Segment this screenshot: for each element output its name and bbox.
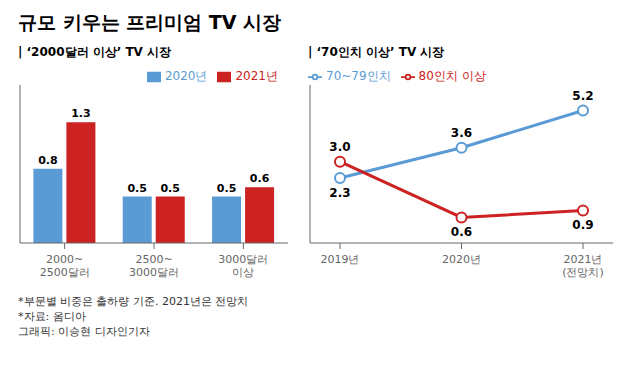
svg-text:0.6: 0.6: [451, 225, 472, 239]
html-text:70~79인치: 70~79인치: [326, 69, 391, 83]
svg-text:2021년(전망치): 2021년(전망치): [562, 253, 604, 279]
html-text:규모 키우는 프리미엄 TV 시장: 규모 키우는 프리미엄 TV 시장: [18, 11, 282, 33]
svg-text:1.3: 1.3: [71, 107, 91, 120]
html-text:| ‘70인치 이상’ TV 시장: | ‘70인치 이상’ TV 시장: [308, 45, 445, 59]
svg-text:0.8: 0.8: [38, 154, 58, 167]
svg-text:2500~3000달러: 2500~3000달러: [129, 253, 179, 279]
html-text:| ‘2000달러 이상’ TV 시장: | ‘2000달러 이상’ TV 시장: [18, 45, 172, 59]
svg-text:0.9: 0.9: [572, 218, 593, 232]
svg-text:3.0: 3.0: [329, 140, 350, 154]
svg-text:2.3: 2.3: [329, 186, 350, 200]
svg-text:2019년: 2019년: [321, 253, 360, 266]
html-text:80인치 이상: 80인치 이상: [418, 69, 486, 83]
svg-text:2020년: 2020년: [442, 253, 481, 266]
svg-text:0.5: 0.5: [127, 182, 147, 195]
svg-text:0.5: 0.5: [217, 182, 237, 195]
html-text:2020년: 2020년: [164, 69, 208, 83]
html-text:*자료: 옴디아: *자료: 옴디아: [18, 310, 86, 323]
html-text:그래픽: 이승현 디자인기자: 그래픽: 이승현 디자인기자: [18, 325, 150, 338]
svg-text:2000~2500달러: 2000~2500달러: [40, 253, 90, 279]
svg-text:3000달러이상: 3000달러이상: [218, 253, 268, 279]
svg-text:5.2: 5.2: [572, 89, 593, 103]
html-text:2021년: 2021년: [235, 69, 278, 83]
html-text:*부문별 비중은 출하량 기준. 2021년은 전망치: *부문별 비중은 출하량 기준. 2021년은 전망치: [18, 295, 249, 308]
svg-text:0.6: 0.6: [250, 172, 270, 185]
svg-text:3.6: 3.6: [451, 126, 472, 140]
svg-text:0.5: 0.5: [160, 182, 180, 195]
